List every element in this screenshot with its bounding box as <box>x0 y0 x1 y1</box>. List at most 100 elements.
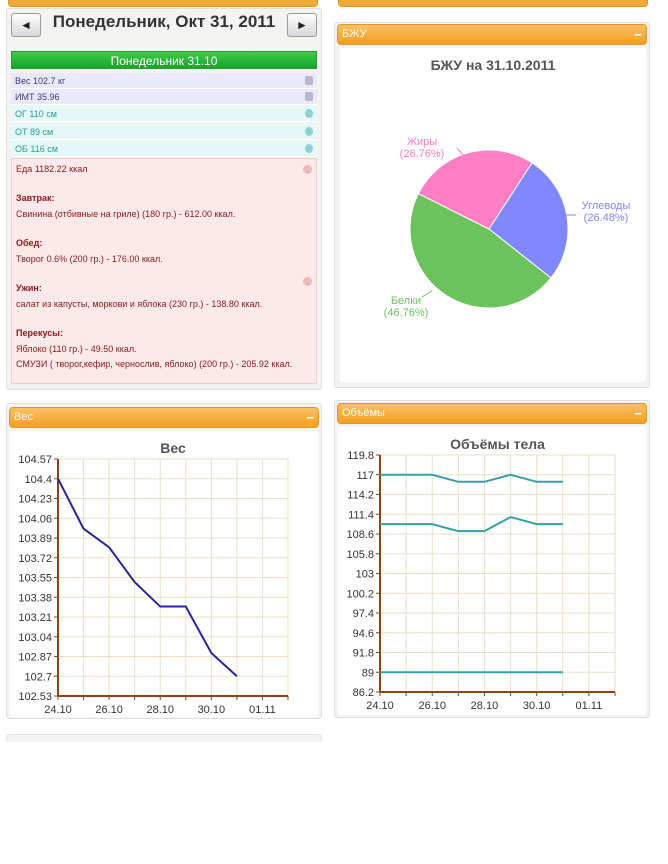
food-block: Еда 1182.22 ккал Завтрак: Свинина (отбив… <box>11 158 317 384</box>
measurement-text: Вес 102.7 кг <box>15 76 66 86</box>
x-tick-label: 01.11 <box>249 704 276 716</box>
measurement-row: Вес 102.7 кг <box>11 73 317 89</box>
scale-icon[interactable] <box>305 92 313 101</box>
y-tick-label: 108.6 <box>346 529 374 541</box>
bottom-panel <box>6 734 322 742</box>
pie-label-name: Жиры <box>407 136 437 148</box>
y-tick-label: 100.2 <box>346 588 374 600</box>
top-panel-header-right <box>338 0 648 7</box>
bju-minimize-button[interactable]: − <box>634 27 642 42</box>
meal-dinner-item: салат из капусты, моркови и яблока (230 … <box>16 299 263 309</box>
tape-measure-icon[interactable] <box>305 127 313 136</box>
series-line <box>380 473 563 483</box>
y-tick-label: 103.38 <box>18 592 52 604</box>
pie-title: БЖУ на 31.10.2011 <box>431 57 556 73</box>
x-tick-label: 30.10 <box>523 700 551 712</box>
measurement-row: ОТ 89 см <box>11 124 317 140</box>
y-tick-label: 102.53 <box>18 691 52 703</box>
y-tick-label: 103.04 <box>18 632 52 644</box>
measurement-text: ОГ 110 см <box>15 109 57 119</box>
y-tick-label: 119.8 <box>347 450 374 462</box>
y-tick-label: 103.89 <box>18 533 52 545</box>
weight-panel-header: Вес − <box>9 407 319 428</box>
measurement-row: ИМТ 35.96 <box>11 89 317 105</box>
y-tick-label: 103.72 <box>18 553 52 565</box>
day-summary-header: Понедельник 31.10 <box>11 51 317 69</box>
measurement-row: ОБ 116 см <box>11 141 317 157</box>
add-food-icon[interactable] <box>303 277 312 286</box>
pie-label-name: Углеводы <box>582 200 631 212</box>
pie-slice <box>409 192 552 309</box>
pie-label-percent: (26.48%) <box>584 212 629 224</box>
weight-minimize-button[interactable]: − <box>306 410 314 425</box>
measurement-text: ОТ 89 см <box>15 127 54 137</box>
y-tick-label: 105.8 <box>346 549 374 561</box>
chart-title: Объёмы тела <box>450 436 545 452</box>
pie-slice <box>488 162 569 279</box>
x-tick-label: 28.10 <box>471 700 499 712</box>
add-food-icon[interactable] <box>303 165 312 174</box>
series-line <box>57 478 238 677</box>
y-tick-label: 104.57 <box>18 454 52 466</box>
y-tick-label: 94.6 <box>353 628 374 640</box>
pie-slice <box>417 149 533 230</box>
meal-snacks-item: СМУЗИ ( творог,кефир, чернослив, яблоко)… <box>16 359 293 369</box>
scale-icon[interactable] <box>305 76 313 85</box>
pie-label-percent: (46.76%) <box>384 307 429 319</box>
volumes-line-chart: Объёмы тела 119.8 117 114.2 111.4 108.6 105.8 1… <box>346 436 616 712</box>
y-tick-label: 117 <box>356 470 374 482</box>
y-tick-label: 103 <box>356 569 374 581</box>
y-tick-label: 102.87 <box>18 652 52 664</box>
tape-measure-icon[interactable] <box>305 144 313 153</box>
y-tick-label: 91.8 <box>353 648 374 660</box>
bju-panel-title: БЖУ <box>342 28 367 40</box>
chart-title: Вес <box>160 440 186 456</box>
y-tick-label: 97.4 <box>353 608 374 620</box>
y-tick-label: 89 <box>362 667 374 679</box>
pie-label-connector <box>456 147 465 157</box>
x-tick-label: 30.10 <box>198 704 226 716</box>
pie-label-percent: (26.76%) <box>400 148 445 160</box>
y-tick-label: 104.06 <box>18 513 52 525</box>
measurement-text: ОБ 116 см <box>15 144 58 154</box>
x-tick-label: 28.10 <box>146 704 174 716</box>
weight-panel-title: Вес <box>14 411 33 423</box>
volumes-panel-header: Объёмы − <box>337 403 647 424</box>
volumes-panel-title: Объёмы <box>342 407 385 419</box>
prev-day-button[interactable]: ◄ <box>11 13 41 37</box>
meal-breakfast-item: Свинина (отбивные на гриле) (180 гр.) - … <box>16 209 236 219</box>
next-day-button[interactable]: ► <box>287 13 317 37</box>
meal-snacks-item: Яблоко (110 гр.) - 49.50 ккал. <box>16 344 137 354</box>
top-panel-header-left <box>8 0 318 7</box>
y-tick-label: 114.2 <box>347 490 374 502</box>
series-line <box>380 516 563 533</box>
y-tick-label: 86.2 <box>353 687 374 699</box>
measurement-row: ОГ 110 см <box>11 106 317 122</box>
y-tick-label: 104.23 <box>18 494 52 506</box>
y-tick-label: 103.55 <box>18 573 52 585</box>
day-title: Понедельник, Окт 31, 2011 <box>52 12 276 31</box>
volumes-minimize-button[interactable]: − <box>634 406 642 421</box>
meal-lunch-title: Обед: <box>16 238 43 248</box>
y-tick-label: 103.21 <box>18 612 52 624</box>
meal-breakfast-title: Завтрак: <box>16 193 55 203</box>
y-tick-label: 104.4 <box>24 474 52 486</box>
x-tick-label: 01.11 <box>576 700 603 712</box>
food-total: Еда 1182.22 ккал <box>16 164 88 174</box>
x-tick-label: 24.10 <box>44 704 72 716</box>
pie-label-name: Белки <box>391 295 421 307</box>
bju-panel-header: БЖУ − <box>337 24 647 45</box>
x-tick-label: 24.10 <box>366 700 394 712</box>
pie-label-connector <box>421 290 433 298</box>
meal-snacks-title: Перекусы: <box>16 328 63 338</box>
weight-line-chart: Вес 104.57 104.4 104.23 104.06 103.89 103.72 10… <box>18 440 289 716</box>
meal-dinner-title: Ужин: <box>16 283 42 293</box>
bju-pie-chart: БЖУ на 31.10.2011 Жиры(26.76%) Углеводы(26… <box>384 57 631 319</box>
measurement-text: ИМТ 35.96 <box>15 92 60 102</box>
y-tick-label: 111.4 <box>348 509 374 521</box>
meal-lunch-item: Творог 0.6% (200 гр.) - 176.00 ккал. <box>16 254 163 264</box>
x-tick-label: 26.10 <box>95 704 123 716</box>
y-tick-label: 102.7 <box>24 671 52 683</box>
x-tick-label: 26.10 <box>418 700 446 712</box>
tape-measure-icon[interactable] <box>305 109 313 118</box>
